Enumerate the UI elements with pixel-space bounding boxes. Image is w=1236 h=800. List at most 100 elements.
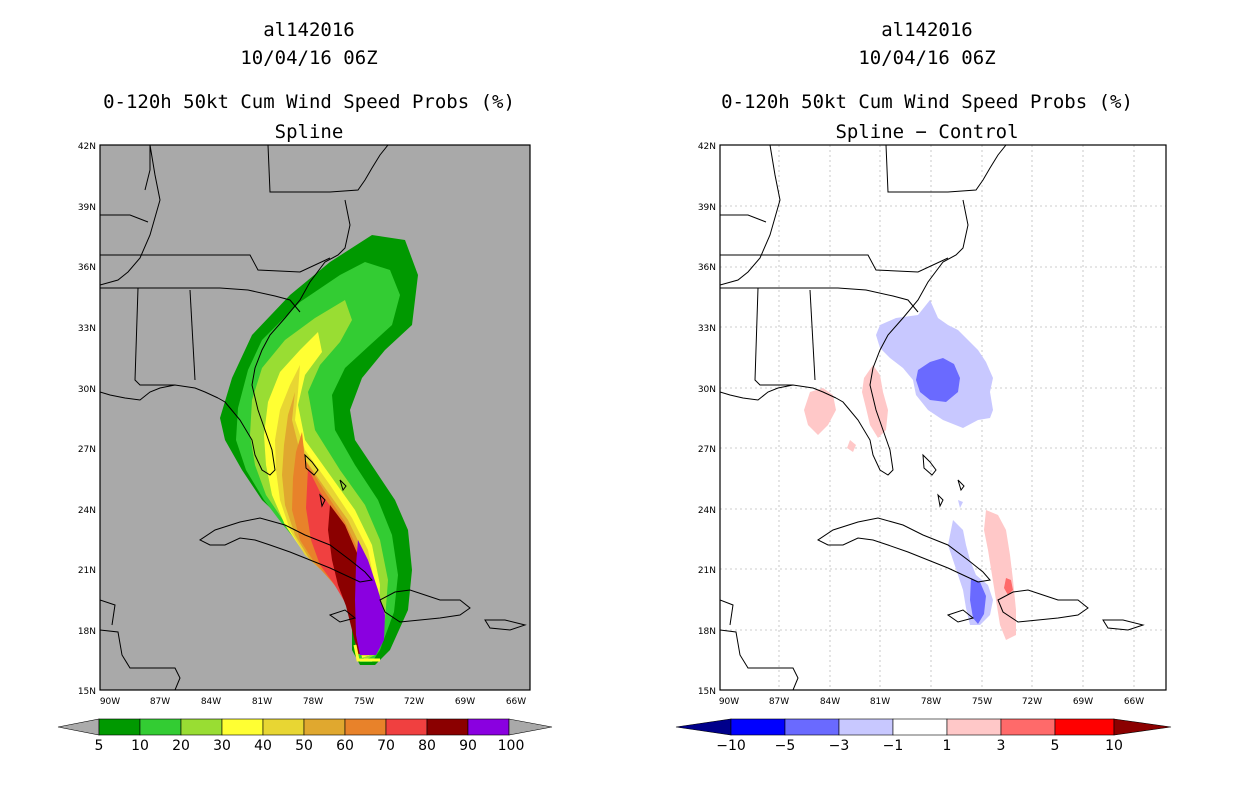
- datetime-title: 10/04/16 06Z: [858, 47, 996, 69]
- colorbar-label: −5: [775, 738, 796, 754]
- colorbar-arrow-low: [57, 718, 100, 736]
- lat-tick-label: 30N: [698, 385, 716, 395]
- lon-tick-label: 87W: [150, 697, 170, 707]
- colorbar-label: −10: [716, 738, 746, 754]
- colorbar-swatch: [262, 718, 305, 736]
- lat-tick-label: 15N: [698, 687, 716, 697]
- lat-tick-label: 18N: [698, 627, 716, 637]
- coastlines: [100, 145, 527, 690]
- colorbar-swatch: [303, 718, 346, 736]
- colorbar-label: 5: [95, 738, 104, 754]
- lon-axis: 90W 87W 84W 81W 78W 75W 72W 69W 66W: [719, 697, 1144, 707]
- colorbar-swatch: [344, 718, 387, 736]
- colorbar-swatch: [1054, 718, 1115, 736]
- diff-area-pos-light: [984, 510, 1016, 640]
- lat-tick-label: 36N: [698, 263, 716, 273]
- colorbar-swatch: [385, 718, 428, 736]
- colorbar-label: 1: [943, 738, 952, 754]
- lon-tick-label: 72W: [1022, 697, 1042, 707]
- colorbar-label: 3: [997, 738, 1006, 754]
- lat-tick-label: 30N: [78, 385, 96, 395]
- lon-tick-label: 81W: [252, 697, 272, 707]
- colorbar-swatch: [946, 718, 1002, 736]
- lon-tick-label: 69W: [455, 697, 475, 707]
- lat-tick-label: 21N: [698, 566, 716, 576]
- lat-tick-label: 39N: [698, 203, 716, 213]
- colorbar-swatch: [221, 718, 264, 736]
- lon-tick-label: 90W: [100, 697, 120, 707]
- colorbar-label: 100: [498, 738, 525, 754]
- lat-tick-label: 24N: [78, 506, 96, 516]
- colorbar-arrow-high: [1113, 718, 1172, 736]
- colorbar-label: 40: [254, 738, 272, 754]
- diff-area-pos-light: [847, 440, 856, 452]
- map-spline: 42N 39N 36N 33N 30N 27N 24N 21N 18N 15N …: [57, 142, 553, 754]
- colorbar-swatch: [730, 718, 786, 736]
- colorbar-swatch: [838, 718, 894, 736]
- lon-tick-label: 66W: [506, 697, 526, 707]
- colorbar-label: 90: [459, 738, 477, 754]
- lat-tick-label: 42N: [78, 142, 96, 152]
- colorbar-label: 10: [131, 738, 149, 754]
- map-frame: [99, 144, 531, 691]
- coastlines: [720, 145, 1145, 690]
- diff-area-neg-medium: [970, 578, 986, 624]
- colorbar-label: 50: [295, 738, 313, 754]
- lon-tick-label: 69W: [1073, 697, 1093, 707]
- lon-tick-label: 75W: [354, 697, 374, 707]
- diff-area-pos-light: [804, 388, 836, 435]
- colorbar-swatch: [139, 718, 182, 736]
- product-title: 0-120h 50kt Cum Wind Speed Probs (%): [103, 91, 515, 113]
- lon-tick-label: 78W: [921, 697, 941, 707]
- lon-tick-label: 81W: [870, 697, 890, 707]
- lon-axis: 90W 87W 84W 81W 78W 75W 72W 69W 66W: [100, 697, 526, 707]
- subtitle: Spline − Control: [835, 121, 1019, 143]
- subtitle: Spline: [274, 121, 344, 143]
- colorbar-label: 20: [172, 738, 190, 754]
- lon-tick-label: 84W: [820, 697, 840, 707]
- gridlines: [720, 145, 1166, 690]
- colorbar-label: 60: [336, 738, 354, 754]
- colorbar-label: 10: [1105, 738, 1123, 754]
- colorbar-label: 70: [377, 738, 395, 754]
- diff-area-neg-medium: [916, 358, 960, 402]
- lon-tick-label: 78W: [303, 697, 323, 707]
- colorbar-label: −1: [883, 738, 904, 754]
- lat-tick-label: 42N: [698, 142, 716, 152]
- colorbar-arrow-high: [508, 718, 553, 736]
- diff-area-pos-medium: [1004, 578, 1013, 595]
- colorbar-label: 30: [213, 738, 231, 754]
- colorbar-arrow-low: [675, 718, 732, 736]
- colorbar-left-labels: 5 10 20 30 40 50 60 70 80 90 100: [95, 738, 525, 754]
- lon-tick-label: 84W: [201, 697, 221, 707]
- colorbar-swatch: [426, 718, 469, 736]
- colorbar-swatch: [784, 718, 840, 736]
- colorbar-label: 5: [1051, 738, 1060, 754]
- lat-tick-label: 15N: [78, 687, 96, 697]
- lat-axis: 42N 39N 36N 33N 30N 27N 24N 21N 18N 15N: [78, 142, 96, 697]
- lon-tick-label: 66W: [1124, 697, 1144, 707]
- colorbar-swatch: [892, 718, 948, 736]
- lat-tick-label: 27N: [78, 445, 96, 455]
- map-difference: 42N 39N 36N 33N 30N 27N 24N 21N 18N 15N …: [675, 142, 1172, 754]
- colorbar-right-labels: −10 −5 −3 −1 1 3 5 10: [716, 738, 1123, 754]
- lat-tick-label: 33N: [78, 324, 96, 334]
- lat-tick-label: 33N: [698, 324, 716, 334]
- lat-tick-label: 21N: [78, 566, 96, 576]
- colorbar-swatch: [98, 718, 141, 736]
- product-title: 0-120h 50kt Cum Wind Speed Probs (%): [721, 91, 1133, 113]
- panel-spline: al142016 10/04/16 06Z 0-120h 50kt Cum Wi…: [57, 19, 553, 754]
- lat-tick-label: 39N: [78, 203, 96, 213]
- colorbar-swatch: [180, 718, 223, 736]
- colorbar-label: −3: [829, 738, 850, 754]
- map-frame: [719, 144, 1167, 691]
- lon-tick-label: 72W: [404, 697, 424, 707]
- lat-tick-label: 24N: [698, 506, 716, 516]
- lat-tick-label: 18N: [78, 627, 96, 637]
- prob-band-100-edge: [353, 644, 380, 662]
- colorbar-swatch: [1000, 718, 1056, 736]
- lon-tick-label: 75W: [972, 697, 992, 707]
- colorbar-label: 80: [418, 738, 436, 754]
- colorbar-swatch: [467, 718, 510, 736]
- lat-axis: 42N 39N 36N 33N 30N 27N 24N 21N 18N 15N: [698, 142, 716, 697]
